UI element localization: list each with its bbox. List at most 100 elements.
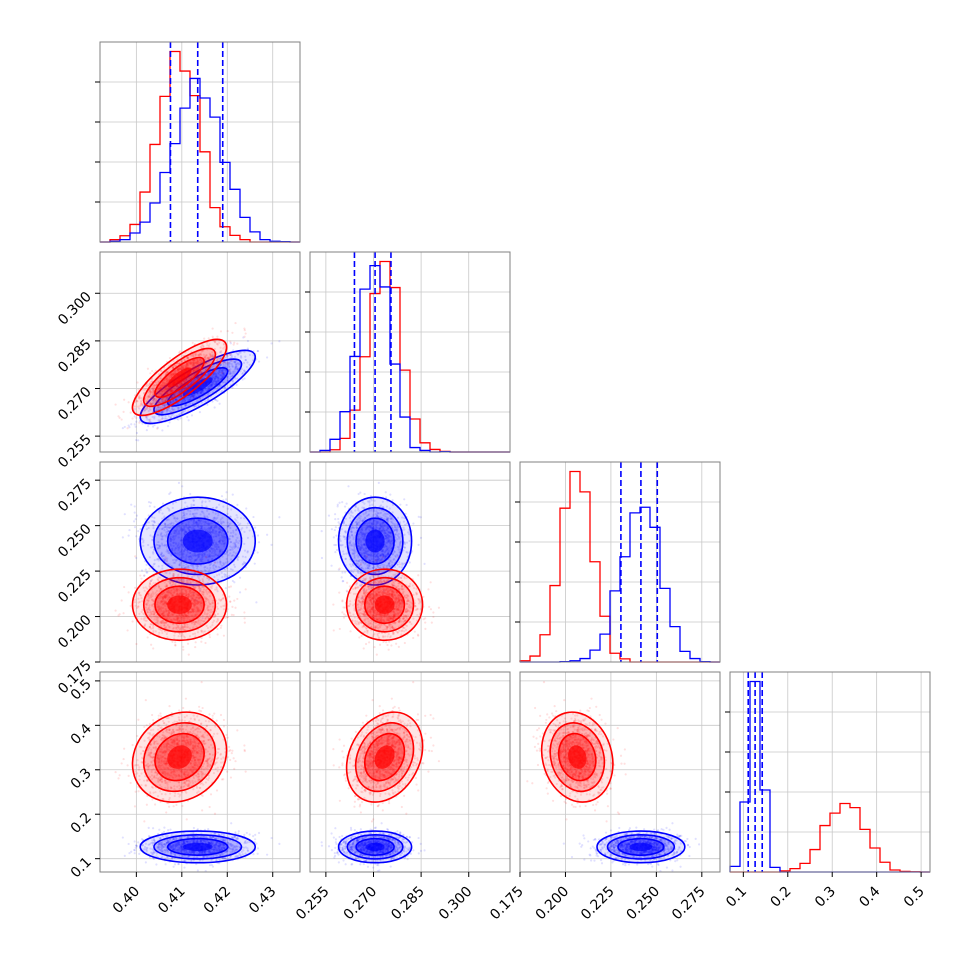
sample-point (176, 402, 179, 405)
sample-point (198, 521, 202, 524)
sample-point (161, 392, 164, 395)
sample-point (219, 357, 222, 360)
sample-point (192, 360, 196, 363)
sample-point (189, 402, 192, 405)
sample-point (153, 396, 156, 400)
sample-point (192, 514, 196, 518)
sample-point (229, 548, 232, 551)
sample-point (174, 552, 177, 555)
sample-point (180, 388, 184, 391)
sample-point (202, 353, 205, 356)
sample-point (164, 399, 167, 402)
sample-point (180, 591, 183, 594)
sample-point (186, 356, 190, 359)
sample-point (211, 585, 214, 588)
sample-point (192, 518, 196, 522)
sample-point (205, 366, 208, 369)
sample-point (224, 587, 227, 590)
sample-point (170, 390, 173, 393)
sample-point (173, 587, 176, 590)
sample-point (232, 370, 235, 374)
sample-point (206, 359, 209, 362)
sample-point (199, 391, 202, 395)
sample-point (163, 384, 166, 387)
sample-point (217, 531, 221, 534)
sample-point (207, 609, 210, 612)
sample-point (243, 377, 246, 380)
sample-point (221, 534, 224, 538)
sample-point (230, 372, 233, 375)
sample-point (215, 380, 218, 383)
sample-point (191, 341, 194, 344)
sample-point (149, 582, 152, 585)
sample-point (164, 386, 167, 389)
sample-point (206, 357, 209, 360)
sample-point (153, 516, 156, 519)
sample-point (187, 521, 190, 524)
histogram-blue (310, 265, 510, 453)
sample-point (164, 378, 167, 381)
sample-point (191, 602, 194, 606)
sample-point (252, 359, 255, 362)
sample-point (172, 626, 175, 629)
sample-point (163, 388, 166, 391)
sample-point (179, 395, 183, 398)
sample-point (266, 533, 269, 536)
sample-point (226, 567, 229, 570)
sample-point (197, 622, 200, 625)
sample-point (168, 591, 171, 594)
sample-point (207, 608, 211, 612)
sample-point (217, 565, 220, 569)
sample-point (181, 399, 184, 403)
sample-point (189, 611, 192, 614)
sample-point (165, 562, 168, 566)
sample-point (197, 607, 200, 610)
sample-point (200, 629, 203, 632)
sample-point (193, 600, 196, 603)
sample-point (221, 369, 224, 372)
sample-point (138, 407, 141, 410)
sample-point (170, 386, 173, 390)
sample-point (244, 359, 247, 362)
sample-point (156, 426, 159, 429)
sample-point (232, 545, 235, 548)
sample-point (202, 575, 206, 578)
sample-point (205, 597, 208, 600)
sample-point (216, 335, 219, 338)
sample-point (184, 365, 188, 368)
sample-point (145, 619, 148, 622)
sample-point (186, 615, 189, 618)
sample-point (197, 518, 200, 522)
sample-point (137, 439, 140, 442)
sample-point (178, 553, 181, 556)
sample-point (220, 522, 223, 525)
sample-point (195, 361, 198, 364)
sample-point (162, 554, 165, 557)
sample-point (202, 593, 205, 597)
sample-point (185, 378, 188, 382)
sample-point (187, 593, 190, 596)
sample-point (182, 550, 186, 553)
sample-point (211, 400, 214, 403)
sample-point (211, 599, 214, 602)
sample-point (183, 530, 186, 533)
sample-point (165, 601, 168, 605)
sample-point (162, 612, 165, 615)
sample-point (201, 554, 204, 557)
sample-point (180, 553, 183, 556)
sample-point (196, 353, 199, 357)
sample-point (191, 380, 194, 383)
sample-point (226, 524, 229, 528)
sample-point (198, 584, 201, 587)
sample-point (158, 387, 162, 390)
sample-point (166, 613, 169, 616)
sample-point (229, 585, 233, 588)
sample-point (216, 377, 219, 380)
sample-point (161, 527, 164, 531)
sample-point (223, 536, 226, 539)
sample-point (188, 590, 192, 593)
sample-point (134, 518, 137, 521)
sample-point (150, 403, 153, 406)
sample-point (219, 518, 222, 521)
